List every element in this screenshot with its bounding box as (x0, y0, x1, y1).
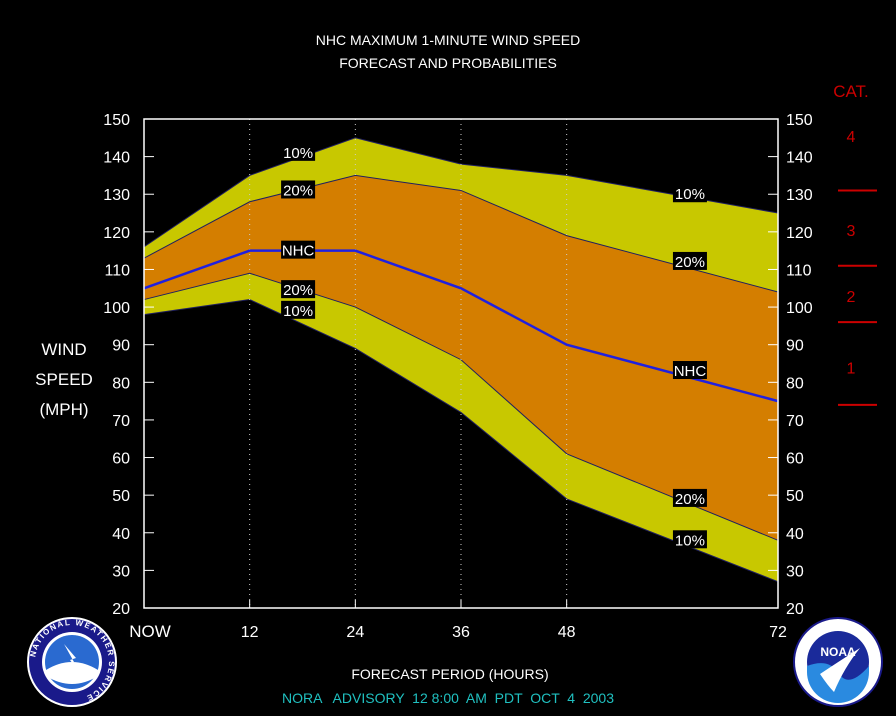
y-tick-label-left: 80 (112, 375, 130, 392)
nhc-forecast-line (143, 249, 779, 403)
series-label-box (672, 184, 707, 203)
y-tick-label-left: 120 (103, 225, 130, 242)
y-tick-label-left: 40 (112, 526, 130, 543)
series-label: NHC (282, 243, 315, 260)
category-label: 2 (847, 289, 856, 306)
y-tick-label-left: 20 (112, 601, 130, 618)
series-label: NHC (674, 363, 707, 380)
x-tick-label: 72 (769, 624, 787, 641)
band-edge-line-1 (143, 174, 779, 293)
x-axis-label: FORECAST PERIOD (HOURS) (351, 666, 548, 682)
y-tick-label-right: 90 (786, 338, 804, 355)
band-edge-line-3 (143, 299, 779, 583)
y-tick-label-right: 100 (786, 300, 813, 317)
y-tick-label-left: 130 (103, 187, 130, 204)
y-tick-label-left: 110 (104, 262, 130, 279)
y-tick-label-right: 50 (786, 488, 804, 505)
series-label: 20% (675, 254, 705, 271)
x-tick-label: 48 (558, 624, 576, 641)
series-label: 10% (283, 145, 313, 162)
band-edge-line-0 (143, 137, 779, 248)
y-tick-label-left: 100 (103, 300, 130, 317)
y-tick-label-right: 80 (786, 375, 804, 392)
category-label: 3 (847, 223, 856, 240)
y-tick-label-left: 70 (112, 413, 130, 430)
noaa-logo-text: NOAA (820, 645, 856, 659)
y-tick-label-right: 60 (786, 451, 804, 468)
series-label-box (281, 180, 316, 199)
category-label: 1 (847, 360, 856, 377)
category-label: 4 (847, 129, 856, 146)
series-label-box (281, 142, 316, 161)
x-tick-label: 36 (452, 624, 470, 641)
chart-title-line1: NHC MAXIMUM 1-MINUTE WIND SPEED (316, 32, 580, 48)
y-tick-label-left: 140 (103, 150, 130, 167)
series-label-box (672, 530, 707, 549)
ylabel-line3: (MPH) (39, 400, 88, 419)
series-label: 20% (675, 491, 705, 508)
y-tick-label-right: 150 (786, 112, 813, 129)
plot-area: 20 20 30 30 40 40 50 50 60 60 70 70 80 80 90 90 100 100 11… (103, 112, 813, 641)
y-tick-label-right: 140 (786, 150, 813, 167)
series-label-box (281, 240, 316, 259)
series-label: 10% (675, 186, 705, 203)
y-tick-label-left: 60 (112, 451, 130, 468)
x-tick-label: NOW (129, 622, 171, 641)
series-label: 10% (283, 303, 313, 320)
y-tick-label-left: 30 (112, 563, 130, 580)
series-label-box (672, 488, 707, 507)
category-scale: 4 3 2 1 (838, 129, 877, 406)
y-tick-label-right: 70 (786, 413, 804, 430)
category-header: CAT. (833, 82, 869, 101)
x-tick-label: 12 (241, 624, 259, 641)
x-tick-label: 24 (346, 624, 364, 641)
series-label-box (672, 361, 707, 380)
ylabel-line1: WIND (41, 340, 86, 359)
y-tick-label-right: 20 (786, 601, 804, 618)
y-tick-label-right: 120 (786, 225, 813, 242)
series-label-box (672, 251, 707, 270)
y-tick-label-right: 110 (786, 262, 812, 279)
inner-probability-band (144, 175, 778, 541)
series-label: 20% (283, 282, 313, 299)
ylabel-line2: SPEED (35, 370, 93, 389)
y-tick-label-left: 150 (103, 112, 130, 129)
series-label-box (281, 280, 316, 299)
series-label: 20% (283, 182, 313, 199)
series-label: 10% (675, 532, 705, 549)
y-tick-label-right: 40 (786, 526, 804, 543)
y-tick-label-right: 130 (786, 187, 813, 204)
y-tick-label-left: 50 (112, 488, 130, 505)
y-tick-label-right: 30 (786, 563, 804, 580)
y-tick-label-left: 90 (112, 338, 130, 355)
band-edge-line-2 (143, 272, 779, 541)
noaa-logo: NOAA (793, 617, 883, 707)
footer-advisory: NORA ADVISORY 12 8:00 AM PDT OCT 4 2003 (282, 690, 614, 706)
series-label-box (281, 300, 316, 319)
chart-title-line2: FORECAST AND PROBABILITIES (339, 55, 557, 71)
nws-logo: NATIONAL WEATHER SERVICE (27, 617, 117, 707)
